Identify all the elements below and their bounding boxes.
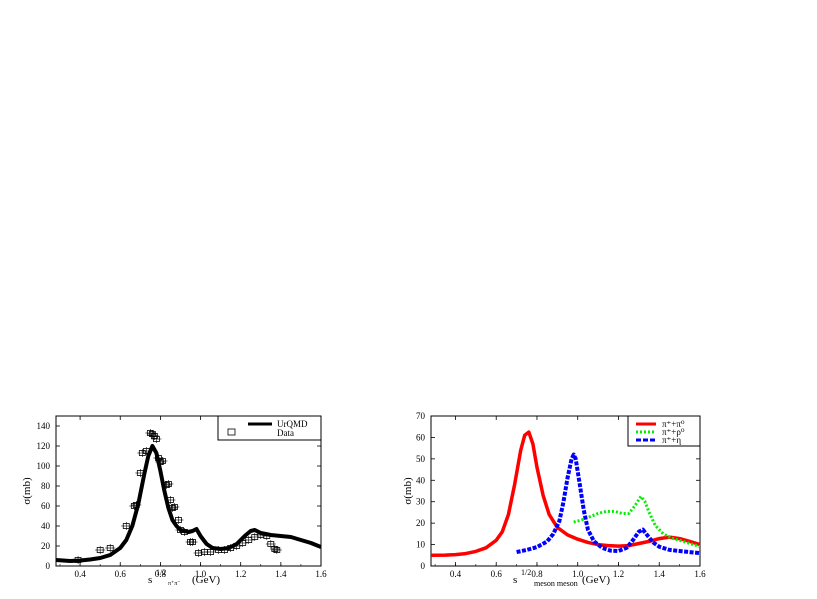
x-tick-label: 1.2 xyxy=(613,569,624,579)
data-point-marker xyxy=(207,549,214,555)
legend-label-data: Data xyxy=(277,428,294,438)
legend-data-square-icon xyxy=(227,428,236,436)
y-tick-label: 50 xyxy=(416,454,426,464)
svg-text:s: s xyxy=(513,574,517,586)
svg-text:1/2: 1/2 xyxy=(156,568,166,577)
y-tick-label: 120 xyxy=(37,441,51,451)
x-tick-label: 0.4 xyxy=(450,569,462,579)
x-tick-label: 1.4 xyxy=(654,569,666,579)
data-point-marker xyxy=(150,433,158,439)
data-point-marker xyxy=(148,431,156,437)
svg-text:(GeV): (GeV) xyxy=(582,574,610,586)
data-point-marker xyxy=(159,458,166,464)
data-point-marker xyxy=(163,482,170,488)
data-point-marker xyxy=(130,503,138,509)
svg-text:(GeV): (GeV) xyxy=(192,574,220,586)
data-point-marker xyxy=(156,459,164,465)
data-point-marker xyxy=(106,545,114,551)
data-point-marker xyxy=(136,470,144,476)
y-tick-label: 30 xyxy=(416,497,426,507)
data-point-marker xyxy=(74,557,82,563)
legend-label-pi-eta: π⁺+η xyxy=(662,435,681,445)
legend-label-pi-rho0: π⁺+ρ⁰ xyxy=(662,427,685,437)
data-point-marker xyxy=(122,523,130,529)
chart-meson-meson: 0.4 0.6 0.8 1.0 1.2 1.4 1.6 0 10 20 30 40 50 60 70 π⁺+… xyxy=(402,411,706,588)
y-tick-label: 100 xyxy=(37,461,51,471)
data-point-marker xyxy=(167,497,174,503)
svg-text:s: s xyxy=(148,574,152,586)
svg-text:meson meson: meson meson xyxy=(534,579,578,588)
plot-frame xyxy=(430,415,701,567)
series-layer xyxy=(56,429,321,564)
y-tick-label: 140 xyxy=(37,421,51,431)
data-point-marker xyxy=(171,504,178,510)
data-point-marker xyxy=(142,448,150,454)
x-tick-label: 1.6 xyxy=(315,569,327,579)
x-tick-label: 1.0 xyxy=(572,569,584,579)
series-line xyxy=(516,452,700,556)
y-tick-label: 40 xyxy=(416,475,426,485)
y-tick-label: 40 xyxy=(41,521,51,531)
data-point-marker xyxy=(177,527,184,533)
legend: UrQMD Data xyxy=(217,415,322,441)
x-tick-label: 0.6 xyxy=(115,569,127,579)
x-tick-label: 0.4 xyxy=(74,569,86,579)
x-axis-title: s 1/2 meson meson (GeV) xyxy=(513,568,610,588)
x-tick-label: 1.0 xyxy=(195,569,207,579)
x-tick-label: 0.6 xyxy=(491,569,503,579)
y-tick-label: 0 xyxy=(46,561,51,571)
data-point-marker xyxy=(181,529,188,535)
series-line xyxy=(431,430,700,558)
x-tick-label: 1.6 xyxy=(694,569,706,579)
chart-pi-plus-pi-minus: 0.4 0.6 0.8 1.0 1.2 1.4 1.6020406080100120140 … xyxy=(21,415,327,587)
legend: π⁺+π⁰ π⁺+ρ⁰ π⁺+η xyxy=(627,415,701,447)
series-line xyxy=(573,494,700,549)
data-point-marker xyxy=(96,547,104,553)
data-point-marker xyxy=(169,505,176,511)
x-tick-label: 1.2 xyxy=(235,569,246,579)
data-point-marker xyxy=(132,502,140,508)
x-tick-label: 1.4 xyxy=(275,569,287,579)
y-tick-label: 60 xyxy=(416,432,426,442)
data-point-marker xyxy=(271,546,279,552)
x-tick-label: 0.8 xyxy=(531,569,543,579)
data-point-marker xyxy=(273,547,281,553)
data-point-marker xyxy=(146,430,154,436)
y-tick-label: 10 xyxy=(416,540,426,550)
y-tick-label: 70 xyxy=(416,411,426,421)
legend-label-urqmd: UrQMD xyxy=(277,419,308,429)
y-tick-label: 60 xyxy=(41,501,51,511)
series-layer xyxy=(431,430,700,558)
data-point-marker xyxy=(154,455,162,461)
data-point-marker xyxy=(165,481,172,487)
svg-text:1/2: 1/2 xyxy=(521,568,531,577)
data-point-marker xyxy=(175,517,182,523)
legend-box xyxy=(217,415,322,441)
svg-text:π⁺π⁻: π⁺π⁻ xyxy=(168,581,180,587)
plot-frame xyxy=(55,415,322,567)
y-tick-label: 80 xyxy=(41,481,51,491)
data-point-marker xyxy=(233,543,241,549)
data-point-marker xyxy=(138,450,146,456)
data-point-marker xyxy=(189,539,196,545)
legend-label-pi-pi0: π⁺+π⁰ xyxy=(662,419,685,429)
series-line xyxy=(56,444,321,563)
axis-ticks: 0.4 0.6 0.8 1.0 1.2 1.4 1.6 0 10 20 30 40 50 60 70 xyxy=(416,411,706,579)
data-point-marker xyxy=(263,533,271,539)
data-point-marker xyxy=(267,541,275,547)
data-point-marker xyxy=(245,537,253,543)
y-tick-label: 0 xyxy=(421,561,426,571)
data-point-marker xyxy=(239,540,247,546)
x-tick-label: 0.8 xyxy=(155,569,167,579)
y-axis-title: σ(mb) xyxy=(402,477,414,505)
y-tick-label: 20 xyxy=(416,518,426,528)
y-axis-title: σ(mb) xyxy=(21,477,33,505)
data-point-marker xyxy=(152,436,160,442)
y-tick-label: 20 xyxy=(41,541,51,551)
x-axis-title: s 1/2 π⁺π⁻ (GeV) xyxy=(148,568,220,587)
